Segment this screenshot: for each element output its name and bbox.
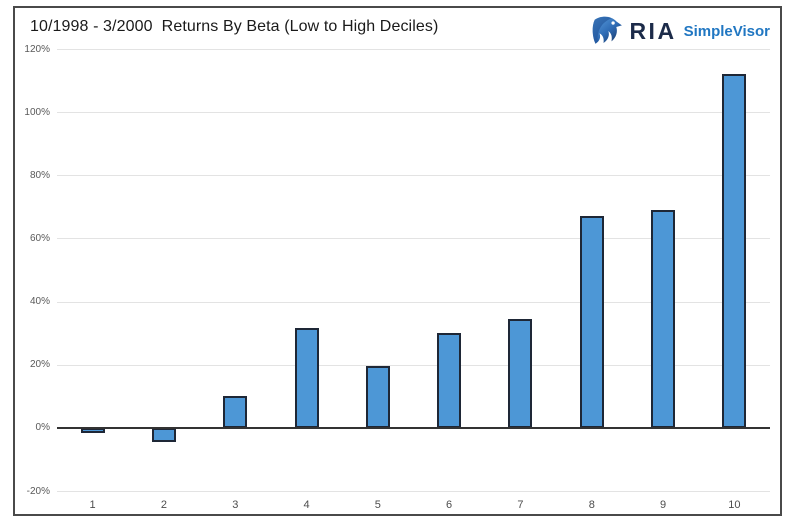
y-gridline (57, 364, 770, 366)
y-axis-tick-label: 60% (29, 232, 50, 244)
bar-decile-5 (365, 366, 390, 428)
y-gridline (57, 49, 770, 50)
x-axis-tick-label: 4 (303, 499, 310, 511)
bar-decile-3 (223, 396, 248, 428)
chart-title: 10/1998 - 3/2000 Returns By Beta (Low to… (30, 18, 439, 35)
bar-decile-7 (508, 318, 533, 428)
y-gridline (57, 491, 770, 492)
y-axis-tick-label: 0% (35, 422, 50, 434)
y-gridline (57, 301, 770, 303)
logo-product-text: SimpleVisor (683, 22, 770, 40)
bar-decile-8 (579, 216, 604, 428)
x-axis-zero-line (57, 426, 770, 430)
bar-decile-4 (294, 328, 319, 428)
y-axis-tick-label: 120% (24, 43, 50, 55)
y-axis-tick-label: 40% (29, 296, 50, 308)
x-axis-tick-label: 7 (517, 499, 524, 511)
x-axis-tick-label: 10 (728, 499, 741, 511)
logo-brand-text: RIA (629, 17, 677, 44)
y-gridline (57, 175, 770, 177)
plot-area: 120% 100% 80% 60% 40% 20% 0% -20% 1 2 3 4 5 6 7 8 9 10 (24, 44, 770, 511)
x-axis-tick-label: 1 (89, 499, 96, 511)
bar-decile-6 (437, 333, 462, 428)
x-axis-tick-label: 5 (374, 499, 381, 511)
x-axis-tick-label: 8 (588, 499, 595, 511)
y-axis-tick-label: 20% (29, 359, 50, 371)
x-axis-tick-label: 9 (659, 499, 667, 511)
y-axis-tick-label: -20% (26, 485, 50, 497)
y-gridline (57, 238, 770, 240)
bar-decile-10 (722, 74, 747, 428)
x-axis-tick-label: 3 (232, 499, 239, 511)
bar-decile-9 (651, 210, 675, 428)
y-axis-tick-label: 100% (24, 106, 50, 118)
x-axis-tick-label: 6 (446, 499, 453, 511)
bar-decile-2 (151, 427, 176, 443)
y-axis-tick-label: 80% (29, 169, 50, 181)
x-axis-tick-label: 2 (160, 499, 167, 511)
eagle-icon (591, 15, 624, 47)
y-gridline (57, 112, 770, 114)
chart-frame: 10/1998 - 3/2000 Returns By Beta (Low to… (13, 6, 782, 516)
brand-logo: RIA SimpleVisor (591, 12, 770, 50)
